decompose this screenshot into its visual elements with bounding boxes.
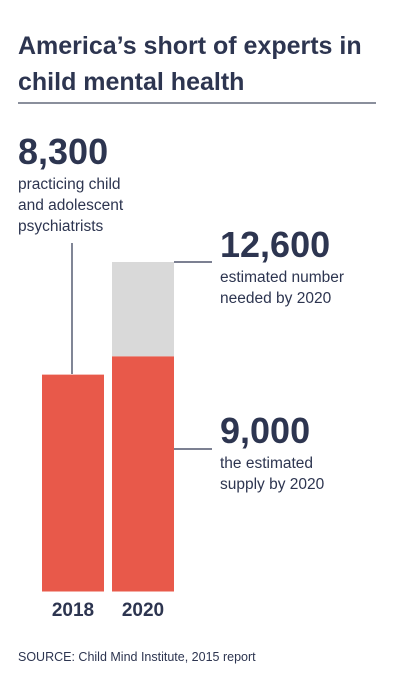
bar-2020-shortfall bbox=[112, 262, 174, 357]
x-tick-label: 2018 bbox=[52, 600, 94, 621]
bar-2018-supply bbox=[42, 374, 104, 592]
annotation-value: 12,600 bbox=[220, 224, 330, 265]
title-divider bbox=[18, 102, 376, 104]
source-note: SOURCE: Child Mind Institute, 2015 repor… bbox=[18, 650, 256, 664]
annotation-text-line: psychiatrists bbox=[18, 218, 104, 235]
annotation-value: 8,300 bbox=[18, 131, 108, 172]
annotation-text-line: and adolescent bbox=[18, 197, 124, 214]
chart-title: America’s short of experts in child ment… bbox=[18, 32, 362, 96]
annotation-2018: 8,300 practicing child and adolescent psych… bbox=[18, 131, 124, 235]
x-tick-label: 2020 bbox=[122, 600, 164, 621]
annotation-text-line: estimated number bbox=[220, 269, 344, 286]
annotation-value: 9,000 bbox=[220, 410, 310, 451]
bar-2020-supply bbox=[112, 356, 174, 592]
annotation-supply-2020: 9,000 the estimated supply by 2020 bbox=[220, 410, 325, 493]
annotation-text-line: needed by 2020 bbox=[220, 290, 332, 307]
annotation-needed-2020: 12,600 estimated number needed by 2020 bbox=[220, 224, 344, 307]
annotation-text-line: the estimated bbox=[220, 455, 313, 472]
annotation-text-line: supply by 2020 bbox=[220, 476, 325, 493]
annotation-text-line: practicing child bbox=[18, 176, 121, 193]
